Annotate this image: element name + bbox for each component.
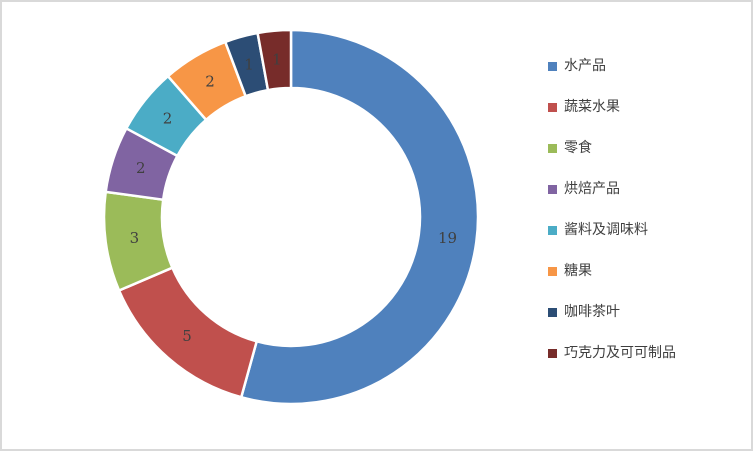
donut-segment	[239, 28, 480, 406]
legend-item: 咖啡茶叶	[548, 305, 676, 320]
legend-marker-icon	[548, 185, 557, 194]
legend-item: 酱料及调味料	[548, 223, 676, 238]
legend-label: 水产品	[564, 58, 606, 74]
legend-item: 糖果	[548, 264, 676, 279]
legend-label: 零食	[564, 140, 592, 156]
legend-item: 蔬菜水果	[548, 100, 676, 115]
legend-marker-icon	[548, 349, 557, 358]
legend-marker-icon	[548, 144, 557, 153]
legend-item: 水产品	[548, 59, 676, 74]
legend: 水产品 蔬菜水果 零食 烘焙产品 酱料及调味料 糖果 咖啡茶叶 巧克力及可可制	[548, 59, 676, 361]
segment-value-label: 3	[130, 229, 140, 247]
legend-marker-icon	[548, 103, 557, 112]
legend-marker-icon	[548, 267, 557, 276]
legend-marker-icon	[548, 62, 557, 71]
legend-marker-icon	[548, 226, 557, 235]
segment-value-label: 19	[438, 229, 457, 247]
legend-label: 烘焙产品	[564, 181, 620, 197]
segment-value-label: 5	[182, 327, 192, 345]
segment-value-label: 2	[136, 159, 146, 177]
donut-segment	[256, 28, 293, 92]
legend-label: 咖啡茶叶	[564, 304, 620, 320]
legend-item: 零食	[548, 141, 676, 156]
segment-value-label: 2	[163, 109, 173, 127]
legend-marker-icon	[548, 308, 557, 317]
legend-item: 烘焙产品	[548, 182, 676, 197]
segment-value-label: 1	[244, 56, 254, 74]
segment-value-label: 1	[272, 51, 282, 69]
legend-item: 巧克力及可可制品	[548, 346, 676, 361]
legend-label: 蔬菜水果	[564, 99, 620, 115]
legend-label: 巧克力及可可制品	[564, 345, 676, 361]
legend-label: 糖果	[564, 263, 592, 279]
segment-value-label: 2	[205, 72, 215, 90]
legend-label: 酱料及调味料	[564, 222, 648, 238]
